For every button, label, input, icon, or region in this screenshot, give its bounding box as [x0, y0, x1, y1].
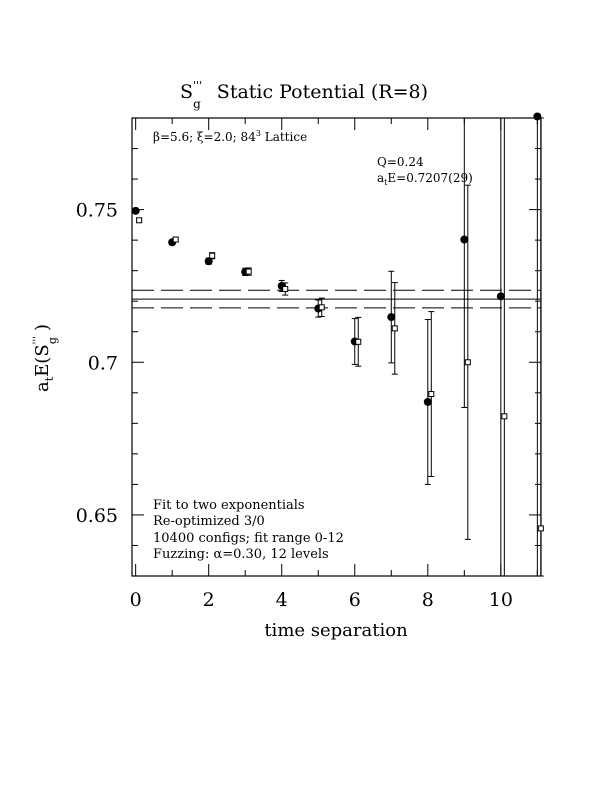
data-point-circle [460, 235, 469, 244]
y-tick-label: 0.65 [76, 505, 118, 527]
x-tick-label: 6 [349, 589, 361, 611]
data-point-circle [496, 292, 505, 301]
title-rest: Static Potential (R=8) [217, 81, 428, 103]
x-tick-label: 4 [276, 589, 288, 611]
x-tick-label: 8 [422, 589, 434, 611]
data-point-square [464, 359, 471, 366]
note-1: Fit to two exponentials [153, 498, 305, 513]
x-tick-label: 10 [489, 589, 513, 611]
fit-band [132, 289, 541, 309]
data-marks [131, 112, 544, 577]
data-point-square [136, 217, 143, 224]
note-4: Fuzzing: α=0.30, 12 levels [153, 547, 329, 562]
data-point-circle [533, 112, 542, 121]
data-point-square [282, 285, 289, 292]
data-point-square [355, 338, 362, 345]
title-main: S [180, 81, 193, 103]
data-point-square [537, 525, 544, 532]
chart-title: S''' g Static Potential (R=8) [180, 79, 428, 111]
data-point-square [501, 413, 508, 420]
data-point-square [245, 268, 252, 275]
title-sub: g [193, 97, 201, 111]
y-tick-label: 0.75 [76, 200, 118, 222]
data-point-circle [423, 397, 432, 406]
y-axis-label: atE(S''' g) [32, 324, 59, 392]
note-2: Re-optimized 3/0 [153, 514, 265, 529]
data-point-circle [387, 313, 396, 322]
y-tick-label: 0.7 [88, 352, 118, 374]
data-point-square [209, 252, 216, 259]
note-3: 10400 configs; fit range 0-12 [153, 531, 344, 546]
data-point-square [391, 325, 398, 332]
x-tick-label: 0 [130, 589, 142, 611]
data-point-circle [131, 206, 140, 215]
title-sup: ''' [193, 79, 202, 92]
lattice-info: β=5.6; ξ=2.0; 843 Lattice [153, 129, 307, 144]
x-tick-label: 2 [203, 589, 215, 611]
data-point-square [172, 236, 179, 243]
axis-ticks: 0 2 4 6 8 10 0.65 0.7 0.75 [76, 117, 541, 611]
fit-energy: atE=0.7207(29) [377, 171, 473, 187]
data-point-square [428, 391, 435, 398]
fit-q: Q=0.24 [377, 155, 424, 169]
data-point-square [318, 304, 325, 311]
x-axis-label: time separation [264, 620, 408, 641]
